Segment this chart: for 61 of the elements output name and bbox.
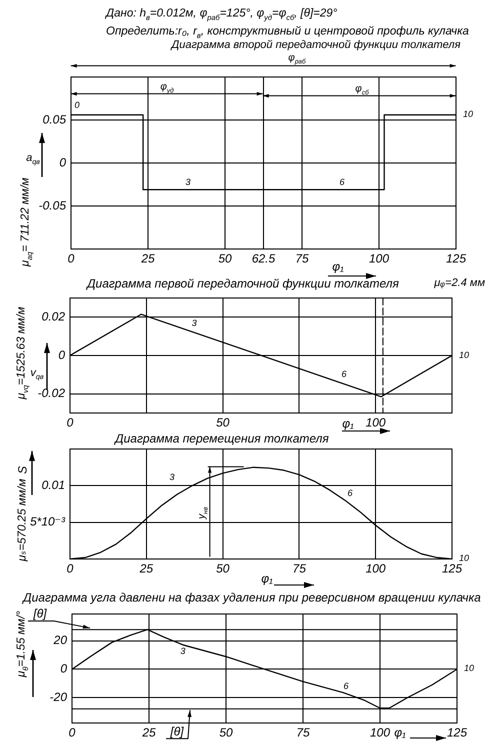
- text: S: [15, 466, 30, 474]
- y-tick-label: 0.05: [42, 112, 66, 126]
- y-tick-label: 0: [58, 348, 66, 362]
- x-tick-label: 25: [138, 562, 154, 576]
- annotation: 10: [464, 663, 474, 674]
- annotation: 3: [192, 318, 197, 329]
- annotation: 3: [186, 176, 191, 188]
- text: Дано: h$_{в}$=0.012м, φ$_{раб}$=125°, φ$_{уд}$=φ$_{сб}$, [θ]=29°: [106, 8, 338, 22]
- x-tick-label: 75: [292, 562, 306, 576]
- chart-title: Диаграмма перемещения толкателя: [115, 431, 329, 446]
- x-tick-label: 125: [442, 562, 462, 576]
- annotation: 3: [180, 646, 186, 657]
- x-tick-label: 100: [366, 562, 386, 576]
- y-tick-label: -0.02: [38, 386, 66, 400]
- x-tick-label: 75: [295, 252, 309, 266]
- ref-line-label: [θ]: [33, 606, 47, 621]
- legend-label: [θ]: [170, 724, 184, 739]
- x-tick-label: 50: [218, 252, 232, 266]
- x-tick-label: 50: [219, 726, 233, 740]
- x-tick-label: 125: [446, 252, 466, 266]
- annotation: 6: [341, 369, 346, 380]
- x-tick-label: 25: [140, 252, 155, 266]
- y-tick-label: 0.01: [42, 478, 65, 492]
- y-tick-label: 0: [60, 662, 68, 676]
- y-tick-label: 0: [59, 155, 66, 170]
- y-tick-label: -0.05: [38, 198, 66, 212]
- annotation: 0: [74, 100, 80, 111]
- x-tick-label: 100: [368, 252, 390, 266]
- text: Определить:r₀, r$_{в}$, конструктивный и центровой профиль кулачка: [106, 26, 469, 40]
- text: φ$_{раб}$: [288, 52, 306, 66]
- x-axis-title: φ₁: [342, 416, 354, 431]
- x-axis-title: φ₁: [261, 571, 273, 586]
- x-tick-label: 50: [216, 416, 230, 430]
- annotation: 10: [458, 553, 470, 564]
- annotation: 10: [458, 350, 470, 360]
- annotation: φ$_{сб}$: [355, 84, 369, 96]
- x-tick-label: 75: [296, 726, 310, 740]
- annotation: 10: [462, 108, 474, 120]
- annotation: 6: [340, 176, 345, 188]
- x-tick-label: 25: [141, 726, 156, 740]
- x-tick-label: 125: [446, 726, 468, 740]
- y-tick-label: 20: [52, 633, 68, 648]
- chart-title: Диаграмма первой передаточной функции толкателя: [87, 276, 399, 291]
- x-tick-label: 62.5: [252, 252, 276, 266]
- annotation: 6: [348, 488, 353, 500]
- x-axis-title: φ₁: [332, 259, 344, 274]
- text: a$_{qв}$: [26, 152, 40, 166]
- y-axis-title: μₛ=570.25 мм/м: [16, 478, 30, 562]
- chart-title: Диаграмма второй передаточной функции толкателя: [172, 38, 460, 52]
- x-axis-title: φ₁: [394, 725, 406, 740]
- x-tick-label: 100: [366, 416, 386, 430]
- chart-title: Диаграмма угла давлени на фазах удаления при реверсивном вращении кулачка: [23, 590, 481, 605]
- annotation: 3: [170, 472, 175, 483]
- y-tick-label: -20: [50, 690, 68, 704]
- x-tick-label: 100: [370, 726, 390, 740]
- annotation: 6: [344, 680, 349, 692]
- text: μᵩ=2.4 мм: [434, 276, 485, 290]
- x-tick-label: 50: [216, 562, 230, 576]
- y-tick-label: 0.02: [42, 310, 66, 324]
- y-tick-label: 5*10⁻³: [30, 514, 66, 529]
- text: v$_{qв}$: [30, 366, 44, 382]
